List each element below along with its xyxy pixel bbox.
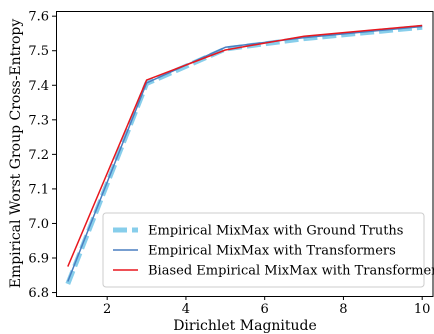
x-tick-label: 10 — [414, 302, 431, 317]
x-axis-ticks: 2 4 6 8 10 — [103, 296, 430, 317]
legend-label-2: Empirical MixMax with Transformers — [148, 244, 396, 259]
series-line-2 — [67, 25, 423, 282]
series-line-3 — [67, 24, 423, 267]
y-tick-label: 7.2 — [28, 148, 49, 163]
y-tick-label: 7.4 — [28, 79, 49, 94]
y-tick-label: 7.1 — [28, 182, 49, 197]
x-tick-label: 2 — [103, 302, 111, 317]
y-axis-ticks: 6.8 6.9 7.0 7.1 7.2 7.3 7.4 7.5 7.6 — [28, 10, 56, 301]
y-tick-label: 6.9 — [28, 252, 49, 267]
legend-box — [102, 212, 425, 288]
legend-label-1: Empirical MixMax with Ground Truths — [148, 224, 403, 239]
y-tick-label: 7.0 — [28, 217, 49, 232]
x-axis-label: Dirichlet Magnitude — [173, 318, 317, 334]
y-tick-label: 7.6 — [28, 10, 49, 25]
x-tick-label: 6 — [261, 302, 269, 317]
legend: Empirical MixMax with Ground Truths Empir… — [102, 212, 434, 288]
plot-lines — [65, 24, 423, 285]
y-axis-label: Empirical Worst Group Cross-Entropy — [8, 19, 24, 289]
y-tick-label: 6.8 — [28, 286, 49, 301]
legend-label-3: Biased Empirical MixMax with Transformer… — [148, 264, 434, 279]
x-tick-label: 4 — [182, 302, 190, 317]
y-tick-label: 7.3 — [28, 113, 49, 128]
y-tick-label: 7.5 — [28, 44, 49, 59]
plot-frame — [56, 11, 434, 297]
x-tick-label: 8 — [339, 302, 347, 317]
